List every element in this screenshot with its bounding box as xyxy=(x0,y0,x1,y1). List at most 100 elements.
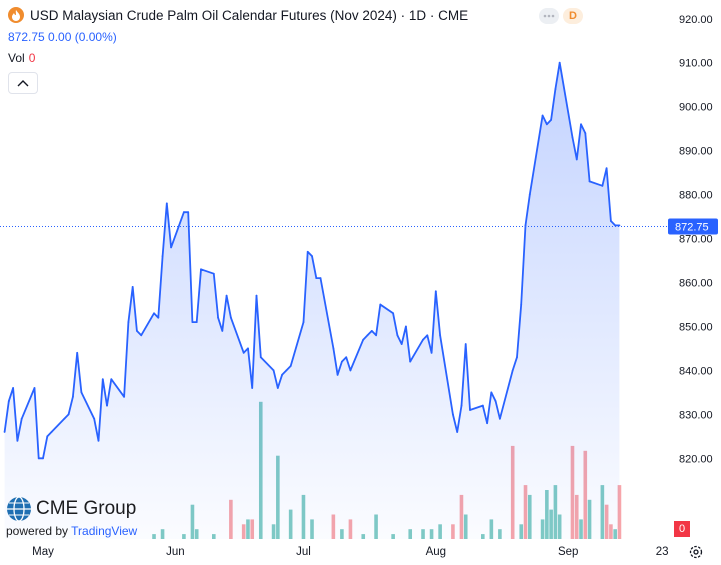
y-tick-label: 920.00 xyxy=(679,14,713,26)
price-point xyxy=(541,114,544,117)
price-point xyxy=(217,316,219,319)
price-point xyxy=(272,369,275,372)
price-point xyxy=(520,303,523,306)
price-point xyxy=(379,303,382,306)
price-readout: 872.75 0.00 (0.00%) xyxy=(8,30,117,44)
price-point xyxy=(289,365,292,367)
price-point xyxy=(341,360,343,363)
price-point xyxy=(7,400,10,403)
price-point xyxy=(452,413,454,416)
price-point xyxy=(516,356,518,359)
price-point xyxy=(276,387,279,389)
price-point xyxy=(614,224,617,227)
price-point xyxy=(76,351,79,354)
price-point xyxy=(469,409,471,411)
price-point xyxy=(3,431,6,433)
chevron-up-icon xyxy=(17,80,29,87)
price-point xyxy=(67,413,70,416)
price-point xyxy=(375,334,377,337)
price-point xyxy=(127,321,130,323)
price-point xyxy=(170,246,173,249)
y-tick-label: 870.00 xyxy=(679,234,713,246)
flame-icon xyxy=(8,7,24,23)
price-point xyxy=(106,404,108,407)
price-point xyxy=(426,334,429,337)
globe-icon xyxy=(7,496,31,522)
price-point xyxy=(400,343,403,345)
y-tick-label: 820.00 xyxy=(679,453,713,465)
price-point xyxy=(221,329,224,332)
y-tick-label: 860.00 xyxy=(679,278,713,290)
price-point xyxy=(157,316,160,319)
price-point xyxy=(588,180,591,183)
price-point xyxy=(486,422,488,425)
price-point xyxy=(42,457,44,460)
price-point xyxy=(63,417,66,420)
x-tick-label: 23 xyxy=(656,546,669,558)
cme-logo: CME Group powered by TradingView xyxy=(6,496,137,538)
price-point xyxy=(191,321,194,323)
price-point xyxy=(571,136,574,139)
y-tick-label: 900.00 xyxy=(679,102,713,114)
price-point xyxy=(247,347,249,350)
y-tick-label: 910.00 xyxy=(679,58,713,70)
price-point xyxy=(584,132,587,134)
price-point xyxy=(140,334,143,337)
price-point xyxy=(302,321,305,323)
symbol-title[interactable]: USD Malaysian Crude Palm Oil Calendar Fu… xyxy=(30,7,469,23)
price-point xyxy=(281,373,284,376)
price-point xyxy=(259,356,262,359)
volume-legend: Vol 0 xyxy=(8,51,35,65)
price-point xyxy=(183,211,185,214)
powered-by: powered by xyxy=(6,524,69,538)
price-point xyxy=(345,356,348,359)
price-point xyxy=(311,255,313,258)
current-price-tag xyxy=(668,218,718,235)
price-point xyxy=(366,334,369,337)
dots-icon[interactable] xyxy=(539,8,559,24)
price-point xyxy=(200,268,202,271)
y-tick-label: 830.00 xyxy=(679,409,713,421)
tradingview-text: TradingView xyxy=(71,524,138,538)
price-point xyxy=(434,290,437,293)
collapse-button[interactable] xyxy=(8,72,38,94)
current-price-label: 872.75 xyxy=(675,221,709,233)
price-point xyxy=(494,400,497,403)
price-point xyxy=(396,334,399,337)
x-tick-label: Jul xyxy=(296,546,311,558)
price-point xyxy=(490,391,493,394)
price-point xyxy=(610,220,612,222)
price-point xyxy=(101,378,104,381)
price-point xyxy=(165,202,168,205)
price-point xyxy=(71,395,74,398)
price-point xyxy=(550,118,553,121)
price-point xyxy=(545,123,548,126)
price-point xyxy=(131,286,134,288)
volume-bar xyxy=(617,485,622,539)
price-point xyxy=(161,255,164,258)
price-point xyxy=(136,329,138,332)
volume-value: 0 xyxy=(28,51,36,65)
price-point xyxy=(554,88,557,91)
volume-scale-badge: 0 xyxy=(674,521,690,537)
price-point xyxy=(306,250,309,253)
price-point xyxy=(319,277,322,280)
header-badges: D xyxy=(539,8,583,24)
price-point xyxy=(37,457,40,460)
price-point xyxy=(362,338,365,341)
price-point xyxy=(575,158,578,161)
price-point xyxy=(464,343,467,345)
y-tick-label: 840.00 xyxy=(679,365,713,377)
price-point xyxy=(524,224,527,227)
price-point xyxy=(498,417,501,420)
volume-label: Vol xyxy=(8,51,25,65)
gear-icon[interactable] xyxy=(689,545,703,559)
price-point xyxy=(349,369,352,372)
price-point xyxy=(229,316,232,319)
price-point xyxy=(439,334,442,337)
price-point xyxy=(511,369,514,372)
x-tick-label: Aug xyxy=(426,546,446,558)
delayed-badge[interactable]: D xyxy=(563,8,583,24)
price-point xyxy=(336,373,339,376)
